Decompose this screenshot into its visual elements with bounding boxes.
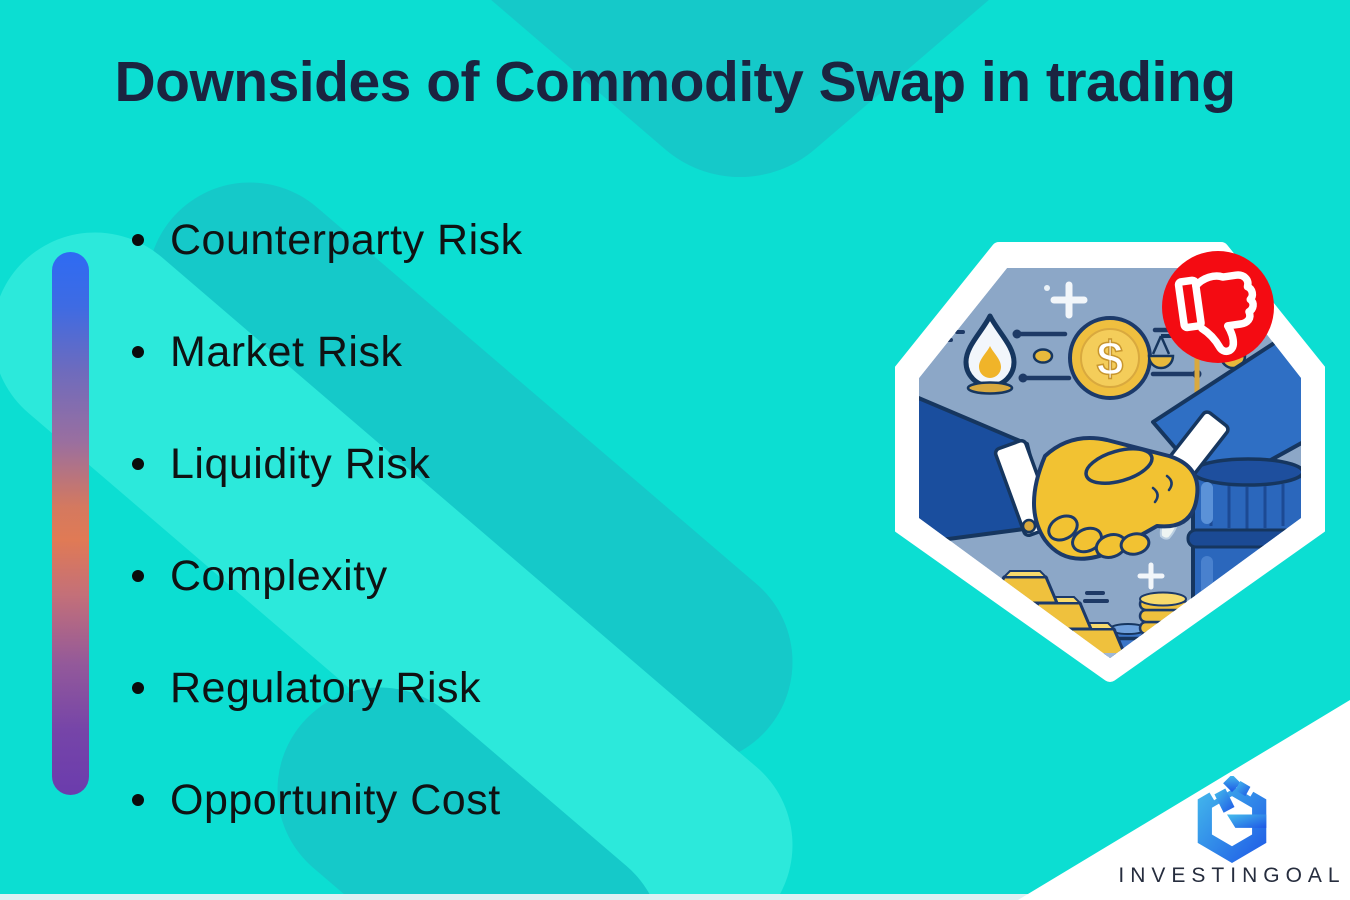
list-item: Liquidity Risk: [124, 408, 764, 520]
oil-droplet-icon: [963, 313, 1017, 395]
list-item-label: Market Risk: [170, 327, 403, 376]
bullet-dot: [132, 570, 144, 582]
bullet-dot: [132, 346, 144, 358]
thumbs-down-badge: [1162, 251, 1274, 363]
investingoal-logo-icon: [1197, 776, 1267, 863]
accent-gradient-bar: [52, 252, 89, 795]
list-item: Regulatory Risk: [124, 632, 764, 744]
list-item: Complexity: [124, 520, 764, 632]
page-title: Downsides of Commodity Swap in trading: [114, 50, 1236, 114]
cufflink: [1021, 518, 1037, 534]
dollar-coin-icon: $: [1068, 316, 1152, 400]
chevron-dark-mid: [147, 182, 793, 765]
downside-list: Counterparty Risk Market Risk Liquidity …: [124, 184, 764, 856]
list-item-label: Counterparty Risk: [170, 215, 523, 264]
list-item-label: Opportunity Cost: [170, 775, 501, 824]
bullet-dot: [132, 458, 144, 470]
bullet-dot: [132, 794, 144, 806]
thumbs-down-icon: [1174, 271, 1257, 356]
bottom-strip: [0, 894, 1350, 900]
list-item-label: Liquidity Risk: [170, 439, 431, 488]
chevron-light: [0, 232, 793, 900]
list-item: Market Risk: [124, 296, 764, 408]
list-item: Counterparty Risk: [124, 184, 764, 296]
list-item-label: Regulatory Risk: [170, 663, 481, 712]
list-item-label: Complexity: [170, 551, 388, 600]
coin-dollar-symbol: $: [1097, 333, 1124, 386]
bullet-dot: [132, 682, 144, 694]
brand-wordmark: INVESTINGOAL: [1118, 864, 1346, 887]
bullet-dot: [132, 234, 144, 246]
chevron-top: [491, 0, 989, 177]
commodity-swap-illustration: $: [895, 242, 1325, 682]
handshake-icon: [1032, 436, 1200, 561]
list-item: Opportunity Cost: [124, 744, 764, 856]
chevron-dark-bottom: [277, 687, 652, 900]
